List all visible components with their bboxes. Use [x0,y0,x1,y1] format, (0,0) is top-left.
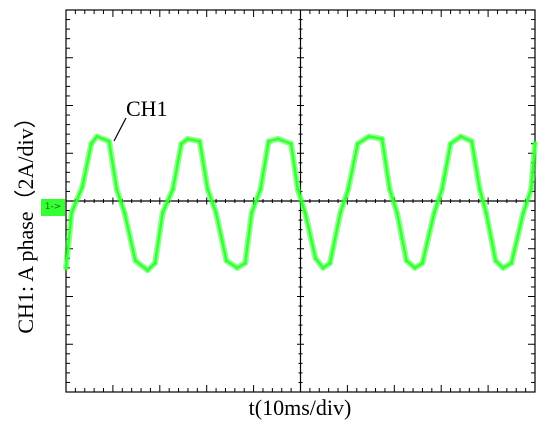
trace-point [115,187,119,191]
trace-point [250,211,254,215]
trace-point [276,137,280,141]
trace-point [198,139,202,143]
trace-point [123,211,127,215]
annotation-leader-line [113,117,127,142]
trace-point [533,142,537,146]
trace-point [243,261,247,265]
trace-point [346,187,350,191]
trace-point [404,259,409,263]
trace-point [289,142,293,146]
trace-point [388,187,392,191]
trace-line-0 [64,135,537,272]
trace-point [356,142,360,146]
trace-point [380,137,384,141]
trace-point [224,259,228,263]
trace-point [367,134,371,139]
trace-point [459,134,463,139]
trace-point [470,139,474,143]
trace-point [206,187,210,191]
trace-point [303,211,307,215]
trace-point [70,211,74,215]
trace-point [64,266,68,270]
trace-point [235,266,239,270]
trace-point [529,187,533,191]
trace-point [321,266,325,270]
trace-point [259,187,263,191]
trace-point [338,211,342,215]
channel-annotation: CH1 [126,96,168,121]
trace-point [448,142,453,146]
trace-point [509,261,514,265]
trace-point [80,185,85,189]
trace-point [161,211,165,215]
trace-point [95,134,99,139]
trace-point [89,142,93,146]
trace-point [432,211,436,215]
trace-point [313,256,318,260]
channel-ground-marker: 1-> [41,199,65,216]
trace-point [420,261,425,265]
trace-point [478,187,482,191]
trace-point [171,187,175,191]
trace-point [153,261,157,265]
trace-point [395,211,399,215]
trace-point [179,142,183,146]
trace-point [296,187,300,191]
trace-point [214,211,218,215]
trace-point [413,266,417,270]
trace-point [107,139,111,143]
trace-point [521,211,525,215]
trace-point [501,266,505,270]
plot-grid [65,9,536,393]
trace-point [440,187,444,191]
trace-ch1 [63,133,538,274]
trace-point [146,268,150,272]
trace-point [494,259,498,263]
trace-point [267,139,271,143]
trace-point [328,261,332,265]
trace-point [186,137,190,141]
trace-point [484,211,488,215]
x-axis-label: t(10ms/div) [248,395,352,420]
trace-point [133,259,138,263]
y-axis-label: CH1: A phase（2A/div） [13,106,38,334]
